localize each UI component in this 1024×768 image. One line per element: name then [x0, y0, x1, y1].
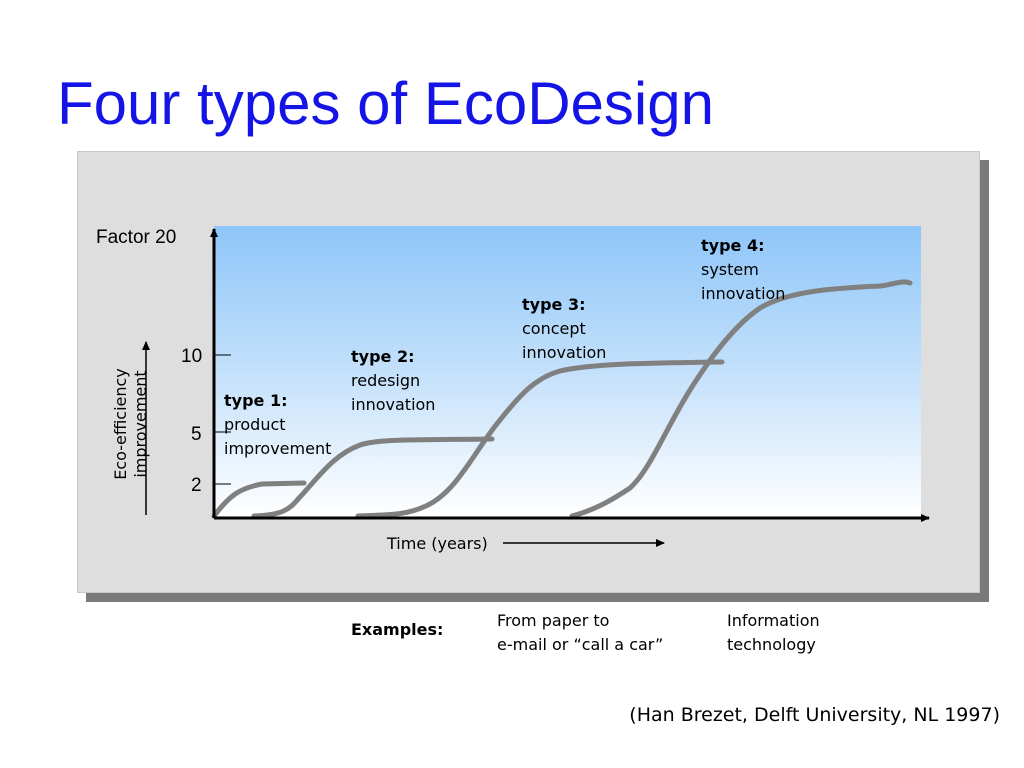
y-axis-label: Eco-efficiency improvement [111, 368, 151, 480]
y-tick-label-5: 5 [191, 424, 202, 445]
example-item-it-line2: technology [727, 635, 816, 654]
y-axis-top-label: Factor 20 [96, 227, 177, 248]
y-tick-label-2: 2 [191, 475, 202, 496]
curve-type-1 [211, 480, 307, 519]
citation: (Han Brezet, Delft University, NL 1997) [629, 704, 1000, 726]
example-item-it-line1: Information [727, 611, 820, 630]
type-4-label: type 4: system innovation [701, 234, 785, 306]
y-axis-label-line1: Eco-efficiency [111, 368, 130, 480]
type-3-label: type 3: concept innovation [522, 293, 606, 365]
type-1-heading: type 1: [224, 391, 288, 410]
y-axis-label-line2: improvement [131, 370, 150, 478]
example-item-paper-line1: From paper to [497, 611, 610, 630]
y-tick-label-10: 10 [181, 346, 203, 367]
type-2-line1: redesign [351, 371, 421, 390]
curve-type-3 [355, 359, 725, 519]
type-3-line2: innovation [522, 343, 607, 362]
x-axis-label: Time (years) [387, 534, 488, 553]
type-1-line2: improvement [224, 439, 332, 458]
type-2-line2: innovation [351, 395, 436, 414]
type-4-heading: type 4: [701, 236, 765, 255]
slide-title: Four types of EcoDesign [57, 70, 714, 137]
curve-type-4 [569, 279, 913, 519]
type-1-line1: product [224, 415, 286, 434]
type-3-heading: type 3: [522, 295, 586, 314]
curve-type-2 [251, 436, 495, 519]
type-4-line2: innovation [701, 284, 786, 303]
type-3-line1: concept [522, 319, 586, 338]
type-1-label: type 1: product improvement [224, 389, 331, 461]
example-item-paper: From paper to e-mail or “call a car” [497, 609, 663, 657]
example-item-paper-line2: e-mail or “call a car” [497, 635, 664, 654]
examples-label: Examples: [351, 620, 444, 639]
type-2-heading: type 2: [351, 347, 415, 366]
example-item-it: Information technology [727, 609, 820, 657]
type-2-label: type 2: redesign innovation [351, 345, 435, 417]
type-4-line1: system [701, 260, 759, 279]
